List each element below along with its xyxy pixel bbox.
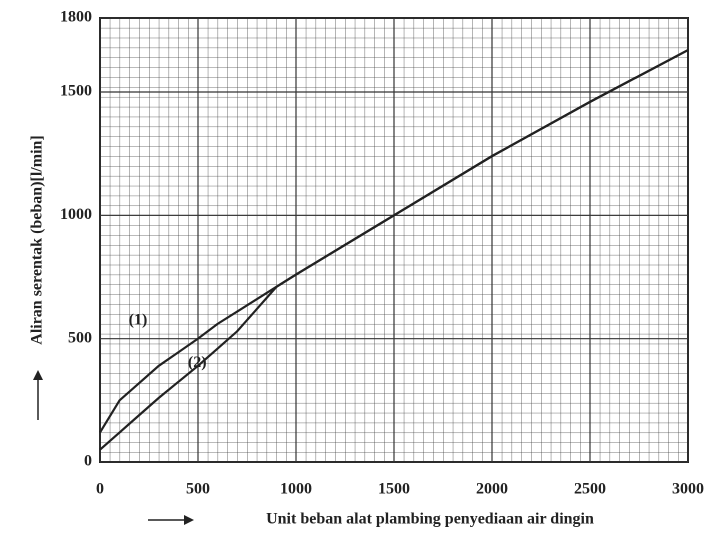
series-label: (1) — [129, 311, 148, 328]
y-arrow-head — [33, 370, 43, 380]
x-tick-label: 3000 — [672, 481, 704, 498]
y-axis-label: Aliran serentak (beban)[l/min] — [29, 135, 46, 344]
y-tick-label: 1500 — [60, 83, 92, 100]
x-axis-label: Unit beban alat plambing penyediaan air … — [266, 511, 594, 528]
series-label: (2) — [188, 354, 207, 371]
x-tick-label: 2500 — [574, 481, 606, 498]
y-tick-label: 1000 — [60, 206, 92, 223]
x-tick-label: 2000 — [476, 481, 508, 498]
y-tick-label: 0 — [84, 453, 92, 470]
x-tick-label: 1000 — [280, 481, 312, 498]
y-tick-label: 500 — [68, 329, 92, 346]
x-tick-label: 0 — [96, 481, 104, 498]
y-tick-label: 1800 — [60, 9, 92, 26]
x-tick-label: 1500 — [378, 481, 410, 498]
x-arrow-head — [184, 515, 194, 525]
series-line — [99, 49, 689, 451]
x-tick-label: 500 — [186, 481, 210, 498]
